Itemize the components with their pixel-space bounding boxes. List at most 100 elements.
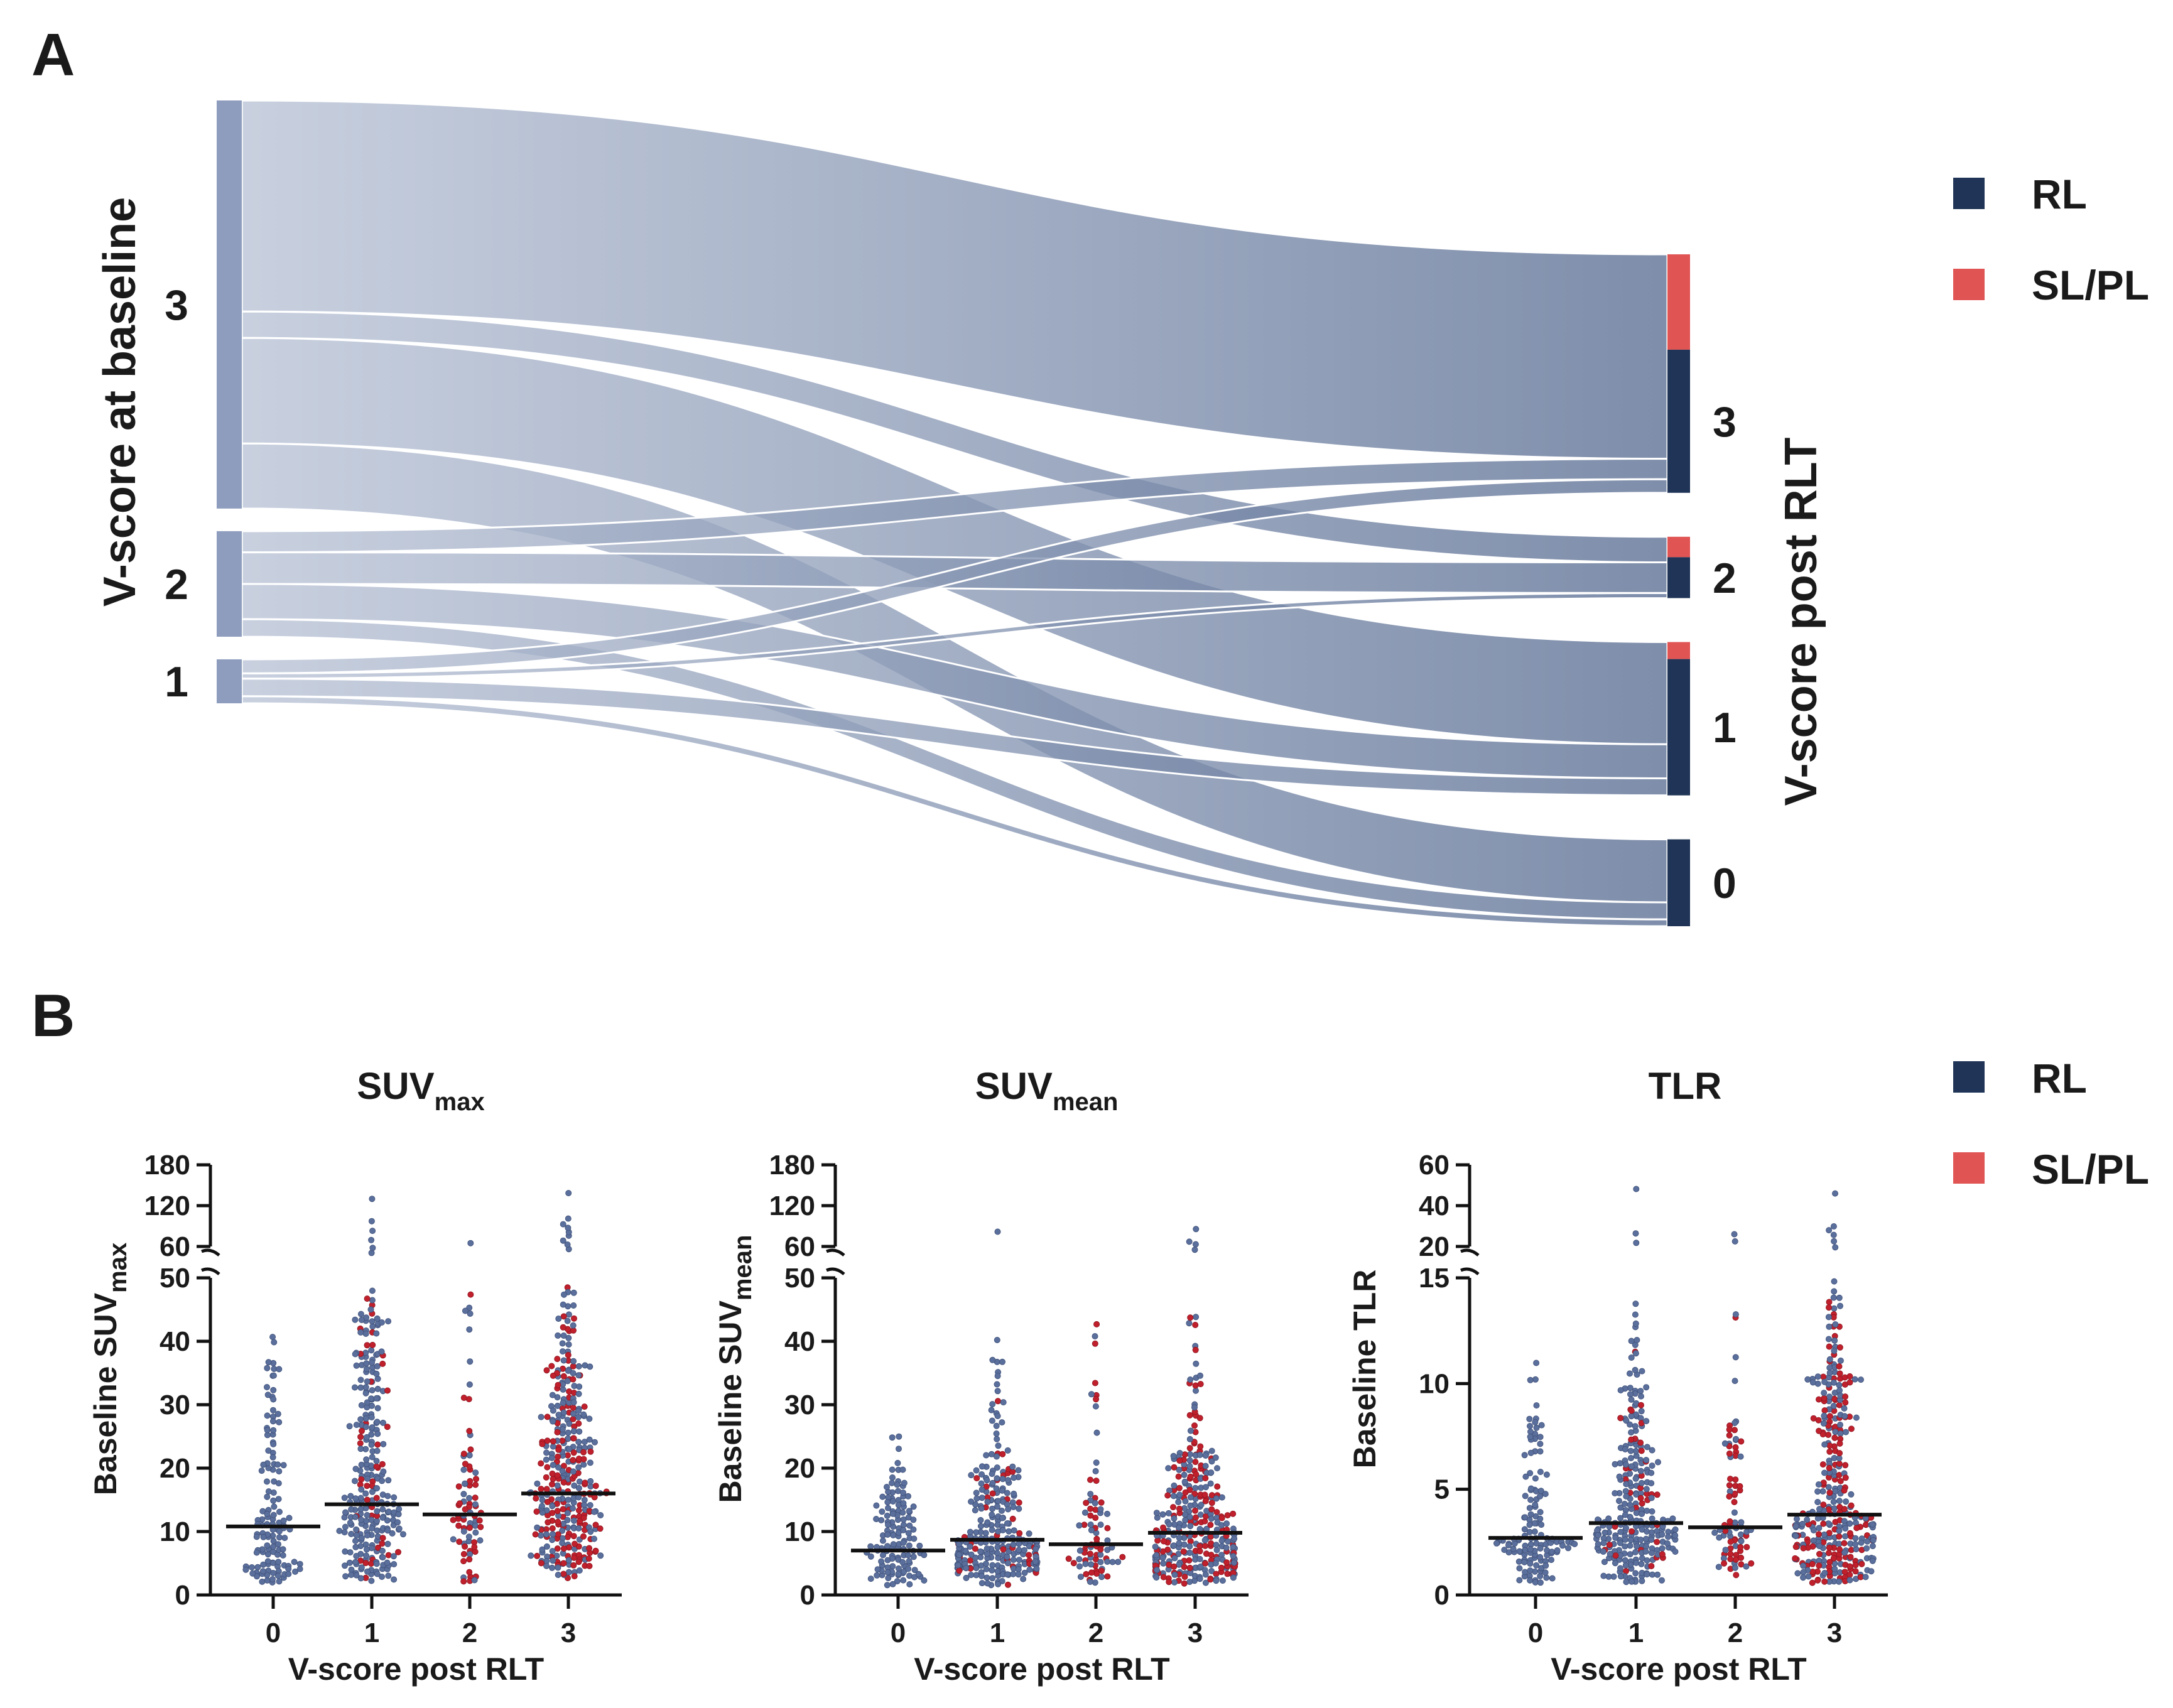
data-point xyxy=(1799,1574,1806,1581)
data-point xyxy=(1632,1320,1639,1327)
data-point xyxy=(379,1506,386,1513)
data-point xyxy=(571,1517,578,1524)
data-point xyxy=(1738,1554,1745,1561)
data-point xyxy=(1196,1415,1203,1422)
data-point xyxy=(1153,1510,1160,1516)
data-point xyxy=(1846,1530,1853,1537)
data-point xyxy=(378,1319,385,1326)
y-tick-label: 60 xyxy=(1419,1150,1450,1181)
data-point xyxy=(1201,1491,1208,1498)
data-point xyxy=(1093,1459,1100,1466)
data-point xyxy=(1537,1579,1544,1586)
data-point xyxy=(364,1342,371,1349)
data-point xyxy=(1643,1418,1650,1425)
data-point xyxy=(1081,1509,1088,1516)
data-point xyxy=(559,1467,566,1474)
data-point xyxy=(1821,1569,1828,1576)
data-point xyxy=(1011,1527,1017,1534)
data-point xyxy=(353,1362,360,1369)
data-point xyxy=(1198,1501,1205,1508)
data-point xyxy=(1830,1223,1837,1230)
data-point xyxy=(1853,1525,1860,1532)
data-point xyxy=(274,1461,281,1468)
data-point xyxy=(1170,1542,1177,1549)
x-tick-label: 3 xyxy=(561,1618,576,1648)
data-point xyxy=(450,1536,457,1543)
data-point xyxy=(1092,1380,1098,1386)
data-point xyxy=(466,1326,473,1333)
data-point xyxy=(1187,1502,1194,1509)
data-point xyxy=(1836,1440,1843,1447)
data-point xyxy=(978,1471,985,1478)
data-point xyxy=(575,1559,582,1565)
data-point xyxy=(1005,1581,1012,1588)
data-point xyxy=(450,1516,457,1523)
y-tick-label: 60 xyxy=(784,1231,815,1262)
data-point xyxy=(560,1560,567,1567)
data-point xyxy=(1632,1350,1639,1357)
data-point xyxy=(1815,1396,1822,1403)
data-point xyxy=(364,1295,371,1302)
data-point xyxy=(570,1404,577,1411)
data-point xyxy=(1732,1354,1739,1361)
data-point xyxy=(263,1478,270,1485)
data-point xyxy=(1160,1524,1167,1531)
data-point xyxy=(1526,1415,1533,1422)
data-point xyxy=(1628,1413,1635,1420)
data-point xyxy=(1083,1500,1090,1506)
data-point xyxy=(374,1570,381,1577)
data-point xyxy=(462,1461,469,1467)
x-tick-label: 2 xyxy=(1728,1618,1743,1648)
data-point xyxy=(1077,1574,1084,1581)
data-point xyxy=(466,1525,473,1532)
sankey-source-node-1 xyxy=(217,659,242,703)
data-point xyxy=(1527,1496,1534,1503)
data-point xyxy=(270,1386,277,1393)
data-point xyxy=(1533,1424,1540,1431)
data-point xyxy=(538,1413,545,1420)
data-point xyxy=(1192,1241,1199,1248)
data-point xyxy=(1731,1420,1738,1427)
data-point xyxy=(570,1289,577,1296)
data-point xyxy=(1181,1580,1188,1587)
data-point xyxy=(1223,1520,1230,1527)
data-point xyxy=(1831,1278,1838,1285)
data-point xyxy=(956,1567,963,1574)
data-point xyxy=(1032,1558,1039,1565)
data-point xyxy=(1857,1376,1864,1383)
sankey-target-node-3-rl xyxy=(1667,349,1690,493)
right-node-label-1: 1 xyxy=(1713,704,1737,752)
data-point xyxy=(560,1479,567,1486)
data-point xyxy=(1853,1414,1860,1421)
data-point xyxy=(1218,1564,1225,1571)
data-point xyxy=(1542,1562,1549,1569)
data-point xyxy=(1731,1238,1738,1245)
data-point xyxy=(894,1578,901,1585)
data-point xyxy=(1020,1576,1027,1582)
data-point xyxy=(554,1545,561,1552)
data-point xyxy=(1537,1515,1544,1522)
y-tick-label: 60 xyxy=(160,1231,190,1262)
data-point xyxy=(265,1447,272,1454)
data-point xyxy=(1065,1555,1072,1562)
data-point xyxy=(457,1500,463,1507)
data-point xyxy=(1159,1511,1166,1518)
data-point xyxy=(1547,1557,1554,1564)
data-point xyxy=(1659,1545,1666,1552)
data-point xyxy=(1836,1533,1843,1540)
data-point xyxy=(1170,1452,1177,1459)
data-point xyxy=(1836,1387,1843,1394)
data-point xyxy=(544,1498,551,1505)
y-tick-label: 10 xyxy=(784,1516,815,1547)
data-point xyxy=(336,1527,343,1534)
x-tick-label: 0 xyxy=(1528,1618,1543,1648)
data-point xyxy=(348,1571,355,1578)
data-point xyxy=(373,1494,380,1501)
data-point xyxy=(984,1545,990,1552)
data-point xyxy=(543,1562,550,1569)
data-point xyxy=(374,1419,381,1425)
data-point xyxy=(1187,1494,1194,1501)
data-point xyxy=(385,1318,392,1325)
data-point xyxy=(878,1516,885,1523)
data-point xyxy=(1224,1512,1231,1519)
